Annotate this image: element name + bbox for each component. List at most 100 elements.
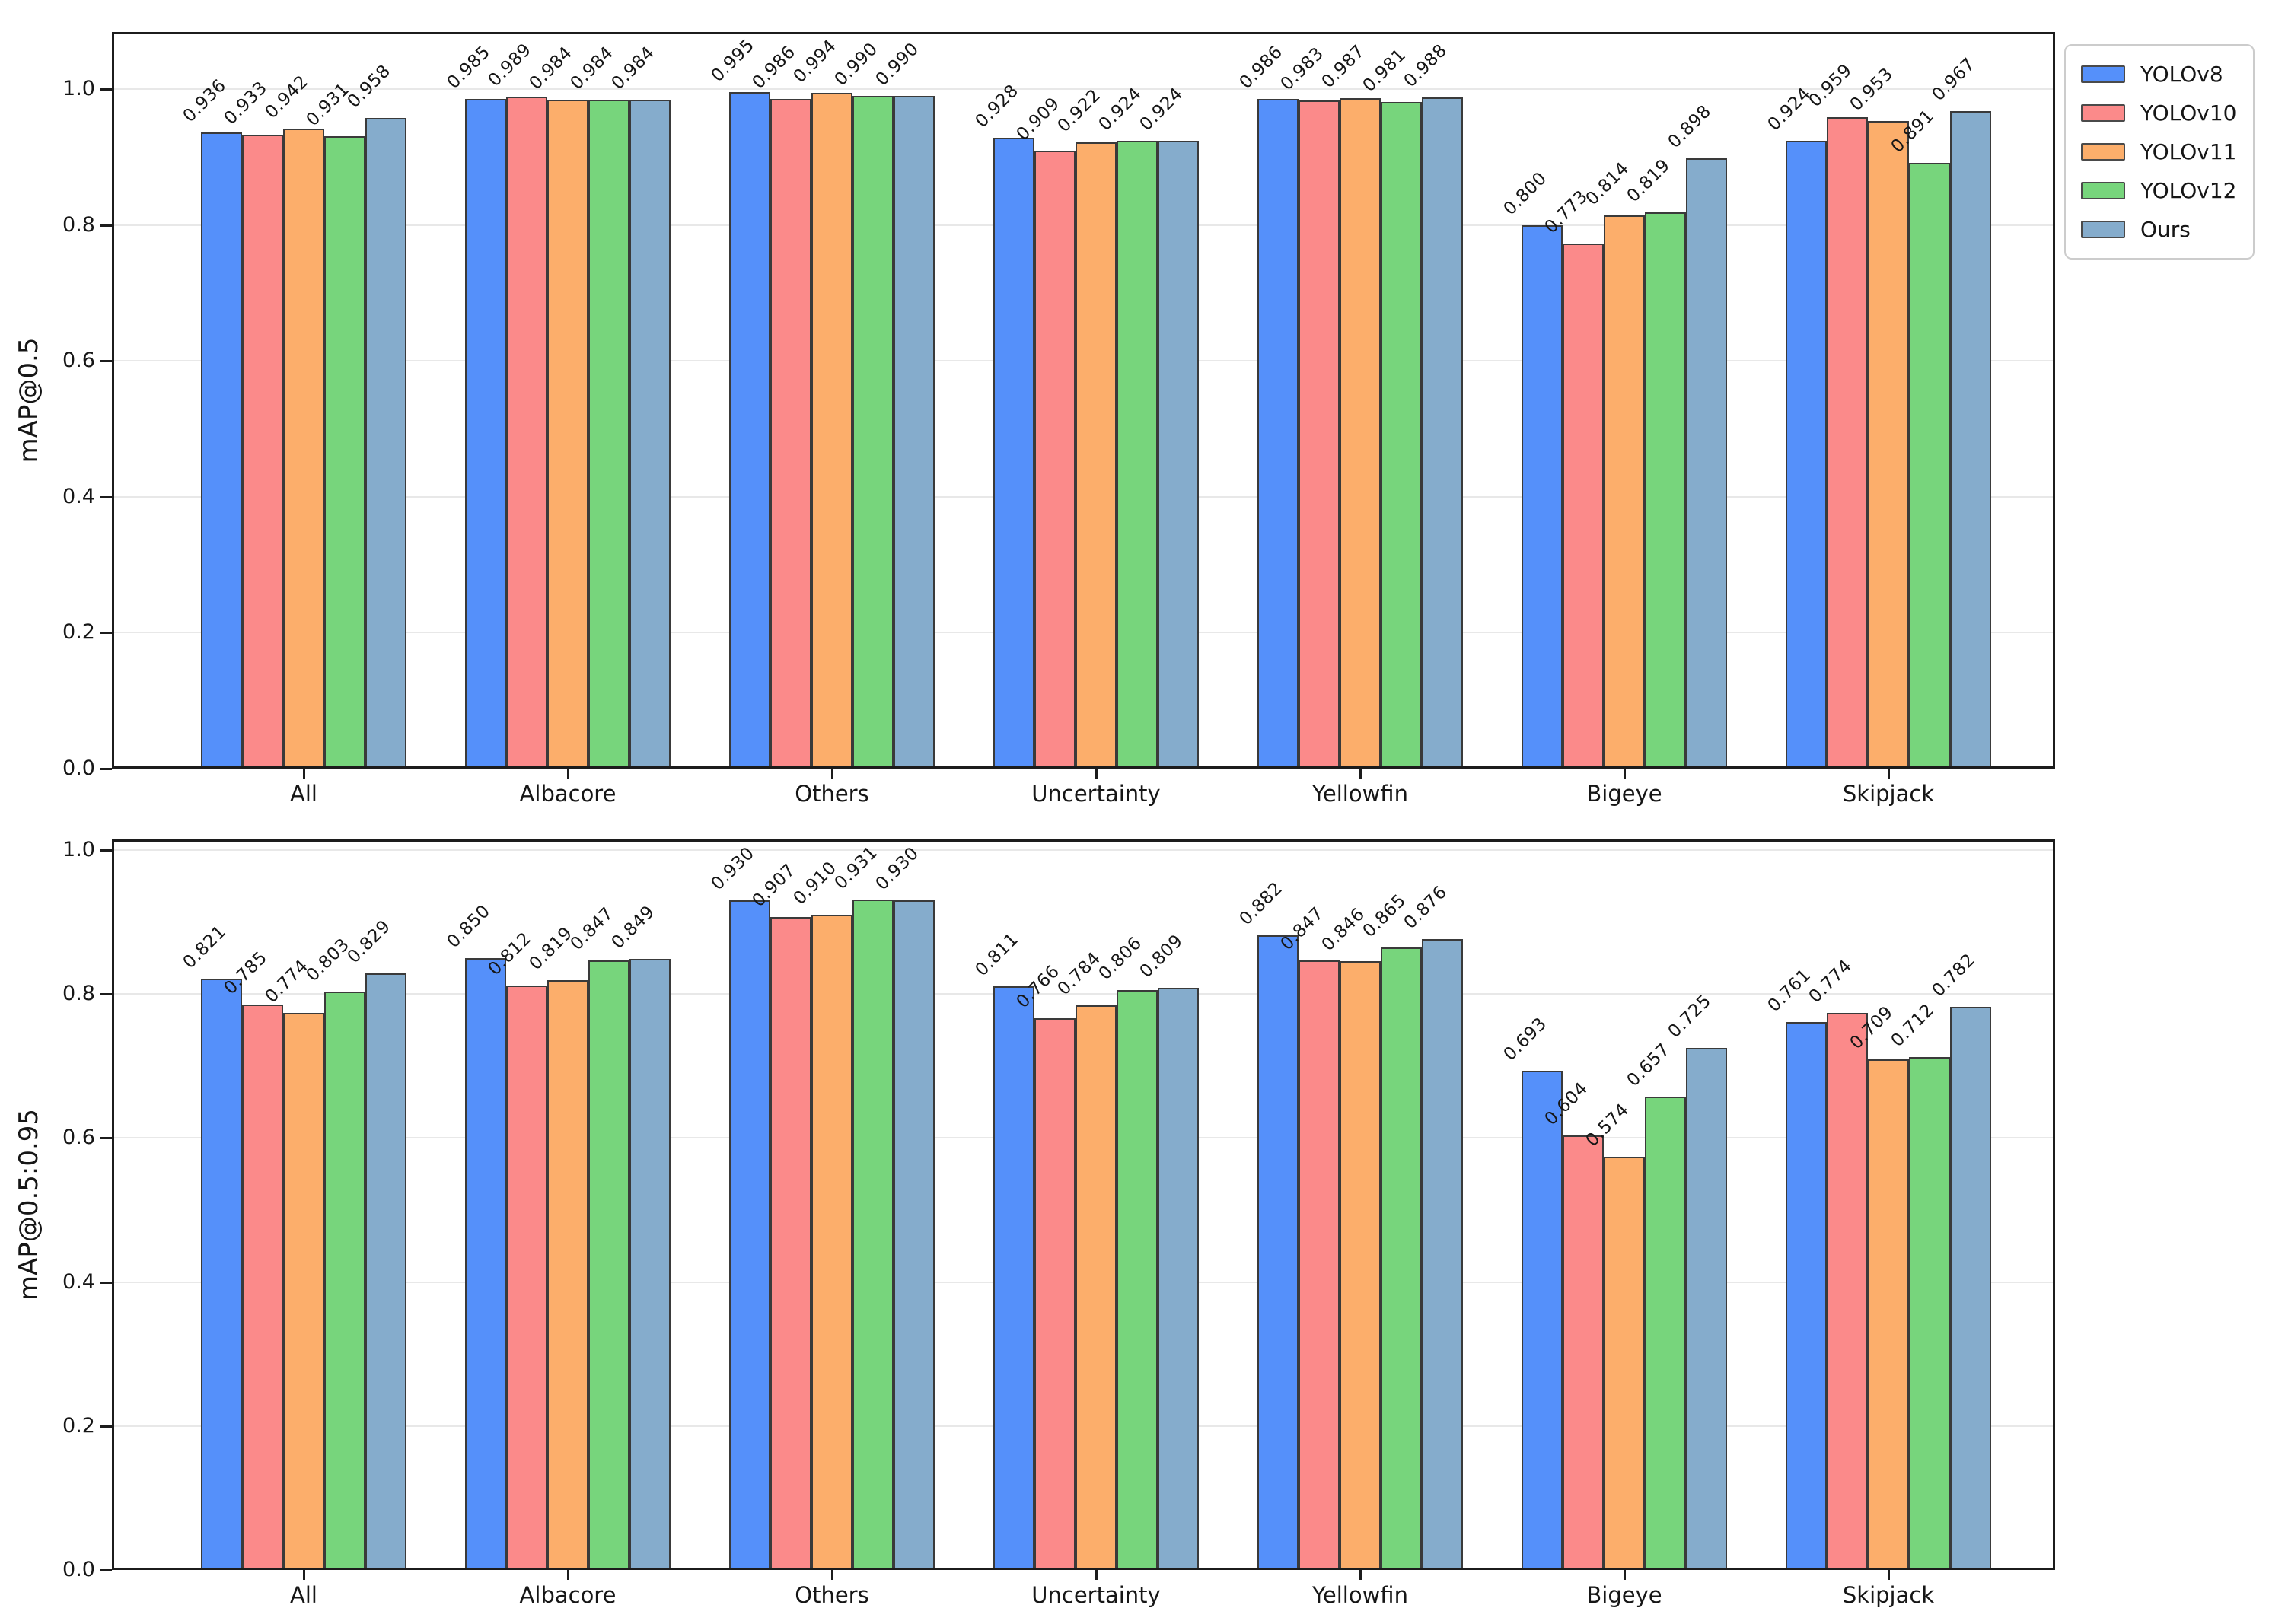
bar-YOLOv10-Others <box>770 917 811 1570</box>
bar-YOLOv8-Albacore <box>465 958 506 1570</box>
bar-YOLOv10-Bigeye <box>1563 1135 1604 1570</box>
bar-YOLOv8-Uncertainty <box>993 986 1034 1570</box>
bar-Ours-Uncertainty <box>1158 988 1199 1570</box>
y-tick-mark <box>100 1425 112 1428</box>
bar-Ours-Yellowfin <box>1422 97 1463 769</box>
bar-Ours-Skipjack <box>1950 111 1991 769</box>
legend-item-yolov12: YOLOv12 <box>2066 171 2253 210</box>
bar-YOLOv12-Albacore <box>588 100 629 769</box>
y-tick-label: 0.0 <box>62 1558 95 1581</box>
category-label-yellowfin: Yellowfin <box>1312 1582 1408 1608</box>
bar-YOLOv11-Uncertainty <box>1076 1005 1117 1570</box>
y-tick-label: 0.6 <box>62 349 95 372</box>
bar-value-label: 0.930 <box>872 843 923 894</box>
x-tick-mark <box>1095 1570 1098 1580</box>
bar-YOLOv12-Yellowfin <box>1381 102 1422 769</box>
map05-panel: 0.936 0.933 0.942 0.931 0.958 0.985 0.989 0.984… <box>112 32 2055 769</box>
bar-value-label: 0.849 <box>607 902 659 953</box>
bar-YOLOv10-Yellowfin <box>1299 960 1340 1570</box>
gridline-1.0 <box>112 88 2055 90</box>
category-label-albacore: Albacore <box>519 781 617 807</box>
bar-value-label: 0.933 <box>220 78 272 129</box>
bar-YOLOv11-Yellowfin <box>1340 961 1381 1570</box>
x-tick-mark <box>831 1570 833 1580</box>
legend-swatch-yolov11 <box>2081 143 2125 161</box>
bar-YOLOv12-Bigeye <box>1645 1097 1686 1570</box>
bar-value-label: 0.811 <box>971 929 1023 980</box>
x-tick-mark <box>567 1570 569 1580</box>
bar-YOLOv11-Bigeye <box>1604 1157 1645 1570</box>
bar-value-label: 0.984 <box>525 43 577 94</box>
bar-value-label: 0.821 <box>179 922 231 973</box>
y-tick-mark <box>100 88 112 91</box>
bar-Ours-Bigeye <box>1686 1048 1727 1570</box>
bar-value-label: 0.994 <box>789 36 841 87</box>
bar-YOLOv8-Yellowfin <box>1257 99 1299 769</box>
bar-value-label: 0.907 <box>748 860 800 911</box>
bar-YOLOv10-Uncertainty <box>1034 151 1076 769</box>
x-tick-mark <box>567 769 569 779</box>
bar-value-label: 0.989 <box>484 40 536 91</box>
bar-value-label: 0.967 <box>1928 54 1980 105</box>
bar-YOLOv12-Bigeye <box>1645 212 1686 769</box>
bar-value-label: 0.910 <box>789 858 841 909</box>
bar-YOLOv8-Bigeye <box>1522 1071 1563 1570</box>
y-tick-label: 0.2 <box>62 620 95 644</box>
bar-value-label: 0.803 <box>302 935 354 986</box>
legend-item-label: YOLOv11 <box>2140 139 2237 164</box>
bar-value-label: 0.812 <box>484 928 536 979</box>
y-tick-mark <box>100 632 112 634</box>
bar-value-label: 0.924 <box>1136 84 1187 135</box>
bar-value-label: 0.876 <box>1400 882 1452 933</box>
bar-value-label: 0.882 <box>1235 878 1287 929</box>
x-tick-mark <box>1359 1570 1362 1580</box>
bar-value-label: 0.657 <box>1623 1040 1675 1091</box>
legend-swatch-yolov10 <box>2081 104 2125 122</box>
bar-YOLOv10-Skipjack <box>1827 117 1868 769</box>
bar-value-label: 0.922 <box>1053 85 1105 136</box>
bar-YOLOv10-All <box>242 1005 283 1570</box>
bar-YOLOv12-Uncertainty <box>1117 141 1158 769</box>
gridline-0.8 <box>112 993 2055 995</box>
y-tick-label: 0.8 <box>62 213 95 237</box>
y-tick-mark <box>100 360 112 362</box>
bar-value-label: 0.983 <box>1276 43 1328 94</box>
bar-value-label: 0.574 <box>1582 1100 1633 1151</box>
legend: YOLOv8 YOLOv10 YOLOv11 YOLOv12 Ours <box>2064 44 2255 260</box>
x-tick-mark <box>303 769 305 779</box>
bar-YOLOv10-Skipjack <box>1827 1013 1868 1570</box>
bar-value-label: 0.988 <box>1400 40 1452 91</box>
legend-item-label: YOLOv12 <box>2140 178 2237 203</box>
x-tick-mark <box>1888 769 1890 779</box>
category-label-bigeye: Bigeye <box>1586 1582 1662 1608</box>
category-label-all: All <box>290 1582 317 1608</box>
category-label-skipjack: Skipjack <box>1842 1582 1935 1608</box>
bar-YOLOv10-Others <box>770 99 811 769</box>
bar-Ours-Others <box>894 900 935 1570</box>
bar-YOLOv12-Skipjack <box>1909 163 1950 769</box>
category-label-uncertainty: Uncertainty <box>1031 1582 1161 1608</box>
y-tick-mark <box>100 768 112 770</box>
bar-YOLOv10-Albacore <box>506 986 547 1570</box>
bar-value-label: 0.712 <box>1887 1000 1939 1051</box>
bar-YOLOv11-Albacore <box>547 100 588 769</box>
bar-Ours-Skipjack <box>1950 1007 1991 1570</box>
bar-YOLOv8-Skipjack <box>1786 1022 1827 1570</box>
bar-YOLOv11-Albacore <box>547 980 588 1570</box>
bar-YOLOv12-Albacore <box>588 960 629 1570</box>
bar-YOLOv11-All <box>283 129 324 769</box>
map05-095-panel: 0.821 0.785 0.774 0.803 0.829 0.850 0.812 0.819… <box>112 839 2055 1570</box>
bar-value-label: 0.990 <box>830 39 882 90</box>
x-tick-mark <box>1888 1570 1890 1580</box>
bar-YOLOv12-Others <box>852 96 894 769</box>
legend-item-yolov8: YOLOv8 <box>2066 55 2253 94</box>
category-label-yellowfin: Yellowfin <box>1312 781 1408 807</box>
category-label-skipjack: Skipjack <box>1842 781 1935 807</box>
category-label-all: All <box>290 781 317 807</box>
bar-value-label: 0.984 <box>607 43 659 94</box>
bar-YOLOv11-All <box>283 1013 324 1570</box>
x-tick-mark <box>1095 769 1098 779</box>
bar-YOLOv12-Yellowfin <box>1381 947 1422 1570</box>
bar-value-label: 0.819 <box>1623 155 1675 206</box>
legend-item-ours: Ours <box>2066 210 2253 249</box>
